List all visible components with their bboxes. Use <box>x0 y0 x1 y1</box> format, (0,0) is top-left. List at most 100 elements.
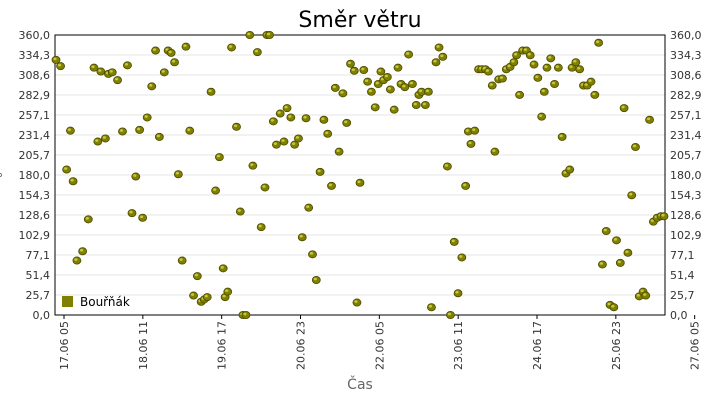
data-point-highlight <box>517 92 521 96</box>
x-tick-label: 19.06 17 <box>216 321 229 370</box>
data-point-highlight <box>650 219 654 222</box>
data-point-highlight <box>459 255 463 258</box>
data-point-highlight <box>152 48 157 51</box>
data-point-highlight <box>124 63 129 66</box>
scatter-points <box>51 30 669 319</box>
y-tick-label-right: 0,0 <box>670 309 688 322</box>
data-point-highlight <box>384 74 388 78</box>
data-point-highlight <box>555 65 559 68</box>
data-point-highlight <box>539 114 543 117</box>
data-point-highlight <box>391 107 395 110</box>
y-tick-label: 102,9 <box>19 229 51 242</box>
data-point-highlight <box>617 260 621 264</box>
data-point-highlight <box>284 105 288 109</box>
data-point-highlight <box>527 52 531 56</box>
data-point-highlight <box>368 89 372 93</box>
data-point-highlight <box>592 92 596 96</box>
data-point-highlight <box>629 192 633 196</box>
x-axis: 17.06 05 18.06 11 19.06 17 20.06 23 22.06 05… <box>58 315 702 370</box>
data-point-highlight <box>613 238 618 241</box>
data-point-highlight <box>91 65 95 68</box>
data-point-highlight <box>114 77 119 81</box>
data-point-highlight <box>258 224 262 228</box>
data-point-highlight <box>309 252 314 255</box>
y-tick-label: 308,6 <box>19 69 51 82</box>
x-tick-label: 18.06 11 <box>137 321 150 370</box>
data-point-highlight <box>640 289 644 292</box>
data-point-highlight <box>535 75 539 79</box>
y-tick-label-right: 360,0 <box>670 29 702 42</box>
data-point-highlight <box>129 210 133 214</box>
data-point-highlight <box>262 185 266 188</box>
y-tick-label: 0,0 <box>33 309 51 322</box>
data-point-highlight <box>187 128 191 131</box>
y-tick-label: 360,0 <box>19 29 51 42</box>
data-point-highlight <box>347 61 352 65</box>
data-point-highlight <box>455 290 459 294</box>
data-point-highlight <box>599 262 604 265</box>
data-point-highlight <box>144 115 148 118</box>
plot-area <box>54 34 666 316</box>
y-axis-left: 0,0 25,7 51,4 77,1 102,9 128,6 154,3 180,0 205,7… <box>19 29 51 322</box>
data-point-highlight <box>137 127 141 131</box>
data-point-highlight <box>328 183 333 187</box>
data-point-highlight <box>365 79 369 82</box>
data-point-highlight <box>74 258 78 261</box>
y-tick-label: 154,3 <box>19 189 51 202</box>
data-point-highlight <box>499 76 504 79</box>
data-point-highlight <box>621 105 625 109</box>
data-point-highlight <box>603 228 607 232</box>
data-point-highlight <box>418 89 423 93</box>
data-point-highlight <box>179 258 183 261</box>
data-point-highlight <box>295 136 300 139</box>
data-point-highlight <box>317 169 321 173</box>
data-point-highlight <box>465 129 469 132</box>
data-point-highlight <box>266 32 271 36</box>
data-point-highlight <box>402 84 406 88</box>
y-tick-label-right: 308,6 <box>670 69 702 82</box>
data-point-highlight <box>303 115 307 119</box>
data-point-highlight <box>140 215 144 219</box>
data-point-highlight <box>428 304 433 308</box>
data-point-highlight <box>413 102 417 106</box>
data-point-highlight <box>422 102 426 106</box>
data-point-highlight <box>64 167 68 170</box>
data-point-highlight <box>213 188 217 191</box>
data-point-highlight <box>511 59 515 63</box>
legend: Bouřňák <box>62 295 130 309</box>
data-point-highlight <box>208 89 212 93</box>
data-point-highlight <box>194 273 198 277</box>
data-point-highlight <box>661 213 665 217</box>
data-point-highlight <box>468 141 472 145</box>
data-point-highlight <box>406 52 410 55</box>
data-point-highlight <box>190 293 195 296</box>
data-point-highlight <box>375 81 379 85</box>
data-point-highlight <box>222 294 226 298</box>
y-tick-label-right: 205,7 <box>670 149 702 162</box>
data-point-highlight <box>559 134 563 138</box>
data-point-highlight <box>119 129 124 132</box>
y-tick-label: 128,6 <box>19 209 51 222</box>
data-point-highlight <box>95 139 99 142</box>
data-point-highlight <box>270 119 274 122</box>
data-point-highlight <box>321 117 325 121</box>
data-point-highlight <box>646 117 651 121</box>
x-tick-label: 24.06 17 <box>531 321 544 370</box>
data-point-highlight <box>611 304 615 308</box>
data-point-highlight <box>156 134 160 138</box>
data-point-highlight <box>636 294 640 297</box>
data-point-highlight <box>398 81 402 85</box>
legend-label: Bouřňák <box>80 295 130 309</box>
data-point-highlight <box>409 81 414 85</box>
data-point-highlight <box>569 65 573 68</box>
data-point-highlight <box>354 300 358 303</box>
y-tick-label-right: 25,7 <box>670 289 695 302</box>
y-tick-label-right: 282,9 <box>670 89 702 102</box>
y-tick-label: 51,4 <box>26 269 51 282</box>
data-point-highlight <box>643 293 647 296</box>
data-point-highlight <box>277 111 281 114</box>
data-point-highlight <box>53 57 57 61</box>
data-point-highlight <box>80 248 84 252</box>
y-axis-right: 0,0 25,7 51,4 77,1 102,9 128,6 154,3 180,0 205,7… <box>670 29 702 322</box>
